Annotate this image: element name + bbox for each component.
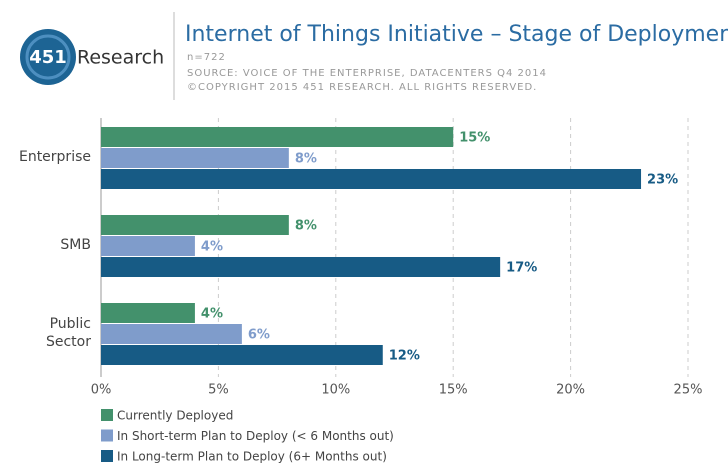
logo-ring [25,34,71,80]
value-label: 15% [459,131,490,146]
bar [101,148,289,168]
copyright: ©COPYRIGHT 2015 451 RESEARCH. ALL RIGHTS… [187,82,537,93]
bar [101,324,242,344]
legend-swatch [101,429,113,442]
x-tick-label: 20% [556,383,585,398]
value-label: 17% [506,261,537,276]
value-label: 8% [295,152,317,167]
value-label: 4% [201,307,223,322]
y-tick-label: SMB [60,237,91,253]
subtitle: n=722 [187,52,226,63]
chart-title: Internet of Things Initiative – Stage of… [185,22,728,47]
value-label: 4% [201,240,223,255]
value-label: 12% [389,349,420,364]
source: SOURCE: VOICE OF THE ENTERPRISE, DATACEN… [187,68,547,79]
value-label: 8% [295,219,317,234]
bar [101,169,642,189]
x-tick-label: 5% [208,383,229,398]
value-label: 6% [248,328,270,343]
legend-label: Currently Deployed [117,409,233,423]
x-tick-label: 25% [674,383,703,398]
bar [101,215,289,235]
bar [101,345,383,365]
value-label: 23% [647,173,678,188]
bar [101,257,501,277]
y-tick-label: Enterprise [19,149,91,165]
logo-number: 451 [29,47,67,68]
bar [101,236,195,256]
x-tick-label: 10% [321,383,350,398]
bar [101,127,454,147]
y-tick-label: Public Sector [46,316,91,350]
bar [101,303,195,323]
legend-swatch [101,409,113,421]
legend-label: In Short-term Plan to Deploy (< 6 Months… [117,429,394,443]
legend-swatch [101,450,113,462]
legend-label: In Long-term Plan to Deploy (6+ Months o… [117,450,387,464]
x-tick-label: 0% [91,383,112,398]
x-tick-label: 15% [439,383,468,398]
logo-name: Research [77,47,164,69]
